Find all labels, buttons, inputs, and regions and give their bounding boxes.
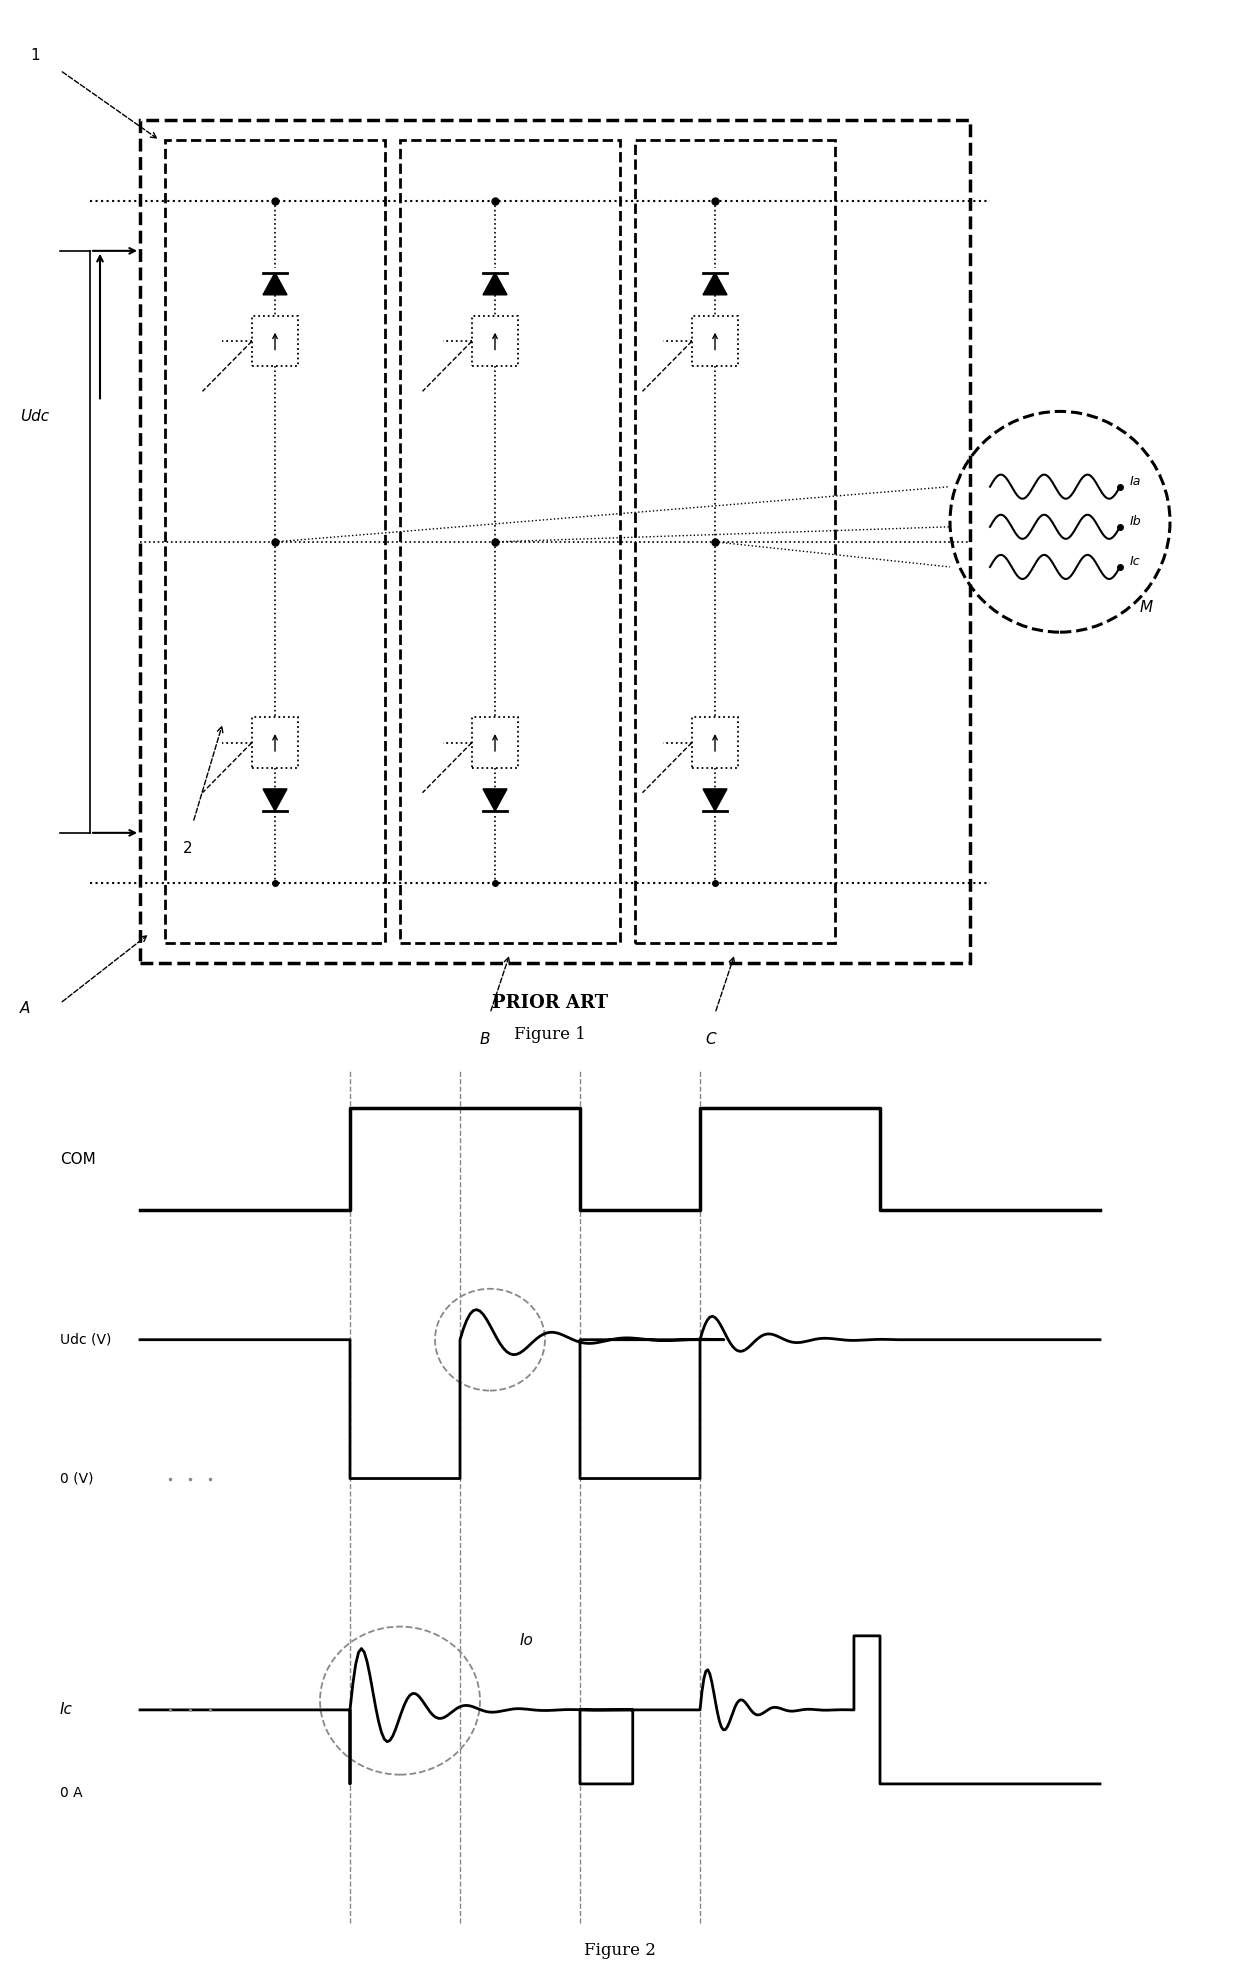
Text: Ib: Ib [1130, 514, 1142, 528]
Text: B: B [480, 1032, 491, 1048]
Text: Figure 1: Figure 1 [515, 1026, 587, 1042]
Text: Figure 2: Figure 2 [584, 1941, 656, 1959]
Polygon shape [703, 790, 727, 811]
Text: Udc (V): Udc (V) [60, 1333, 112, 1347]
Text: 0 A: 0 A [60, 1786, 83, 1800]
Text: COM: COM [60, 1152, 95, 1168]
Text: Io: Io [520, 1632, 534, 1648]
Bar [692, 717, 738, 768]
Text: 2: 2 [184, 841, 192, 857]
Text: Ia: Ia [1130, 475, 1141, 488]
Polygon shape [703, 274, 727, 295]
Text: M: M [1140, 601, 1153, 614]
Text: 0 (V): 0 (V) [60, 1471, 93, 1485]
Text: Ic: Ic [60, 1703, 73, 1717]
Bar [401, 140, 620, 943]
Text: C: C [706, 1032, 715, 1048]
Text: Ic: Ic [1130, 555, 1141, 567]
Bar [635, 140, 835, 943]
Text: Udc: Udc [20, 410, 50, 425]
Bar [165, 140, 384, 943]
Bar [252, 315, 298, 366]
Bar [692, 315, 738, 366]
Bar [252, 717, 298, 768]
Text: PRIOR ART: PRIOR ART [492, 994, 608, 1012]
Text: 1: 1 [30, 47, 40, 63]
Polygon shape [263, 790, 286, 811]
Bar [140, 120, 970, 963]
Polygon shape [263, 274, 286, 295]
Text: A: A [20, 1002, 30, 1016]
Polygon shape [484, 274, 507, 295]
Bar [472, 315, 518, 366]
Bar [472, 717, 518, 768]
Polygon shape [484, 790, 507, 811]
